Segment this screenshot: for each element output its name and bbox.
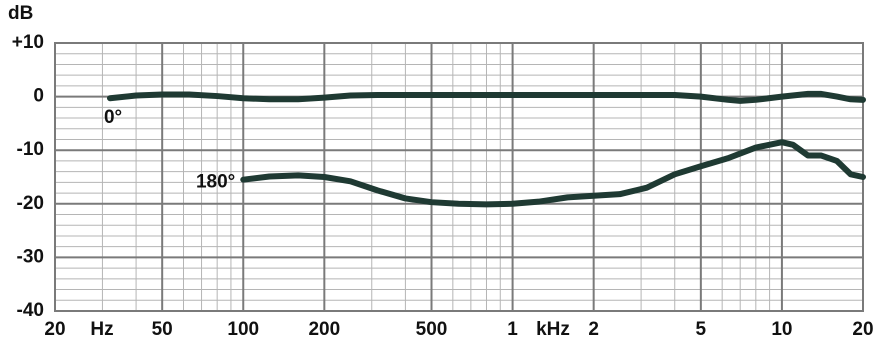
series-label: 0° [104, 107, 122, 128]
y-axis-label: dB [8, 3, 33, 24]
y-tick-label: -20 [17, 193, 44, 214]
response-line [240, 139, 866, 208]
x-tick-label: 200 [308, 319, 340, 340]
plot-frame [54, 42, 864, 312]
y-tick-label: -40 [17, 300, 44, 321]
y-tick-label: -10 [17, 139, 44, 160]
x-tick-label: 1 [507, 319, 518, 340]
x-tick-label: 20 [852, 319, 873, 340]
y-tick-label: 0 [33, 86, 44, 107]
x-tick-label: 10 [771, 319, 792, 340]
y-tick-label: -30 [17, 246, 44, 267]
series-label: 180° [196, 172, 235, 193]
x-tick-label: 500 [416, 319, 448, 340]
x-unit-label: Hz [90, 319, 113, 340]
x-tick-label: 100 [227, 319, 259, 340]
x-tick-label: 2 [588, 319, 599, 340]
x-tick-label: 50 [152, 319, 173, 340]
response-line [106, 90, 866, 104]
x-tick-label: 20 [44, 319, 65, 340]
y-tick-label: +10 [12, 32, 44, 53]
x-unit-label: kHz [536, 319, 570, 340]
x-tick-label: 5 [696, 319, 707, 340]
